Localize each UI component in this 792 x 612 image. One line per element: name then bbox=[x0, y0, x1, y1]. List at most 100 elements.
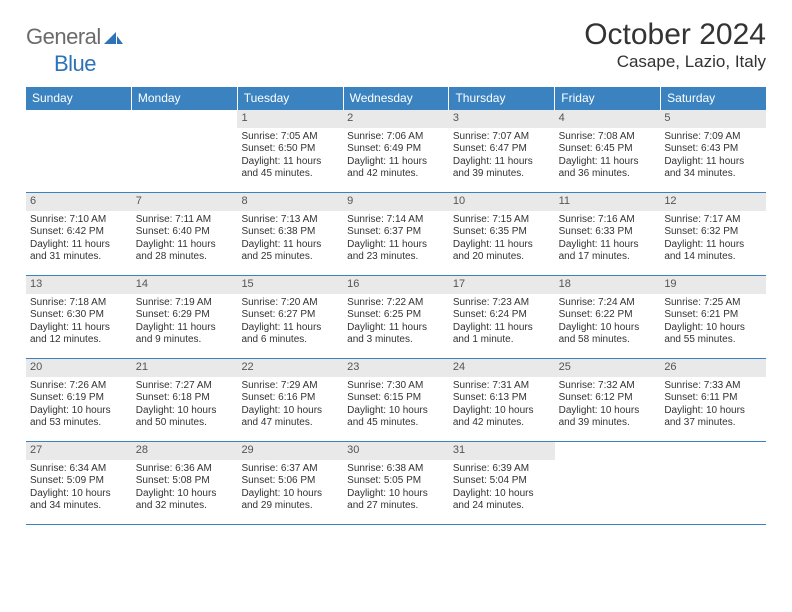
day-detail: and 39 minutes. bbox=[559, 417, 657, 430]
day-detail: Daylight: 11 hours bbox=[559, 156, 657, 169]
day-detail: Daylight: 10 hours bbox=[347, 405, 445, 418]
day-number: 13 bbox=[26, 276, 132, 294]
day-detail: Sunrise: 7:25 AM bbox=[664, 297, 762, 310]
day-detail: and 25 minutes. bbox=[241, 251, 339, 264]
day-cell: 4 Sunrise: 7:08 AMSunset: 6:45 PMDaylight… bbox=[555, 110, 661, 192]
day-detail: and 23 minutes. bbox=[347, 251, 445, 264]
day-detail: Daylight: 11 hours bbox=[136, 322, 234, 335]
day-cell: 9Sunrise: 7:14 AMSunset: 6:37 PMDaylight… bbox=[343, 193, 449, 275]
day-cell: 26Sunrise: 7:33 AMSunset: 6:11 PMDayligh… bbox=[660, 359, 766, 441]
day-detail: and 31 minutes. bbox=[30, 251, 128, 264]
day-detail: Daylight: 11 hours bbox=[30, 239, 128, 252]
day-detail: Sunset: 5:08 PM bbox=[136, 475, 234, 488]
day-detail: Sunrise: 7:07 AM bbox=[453, 131, 551, 144]
day-cell: . bbox=[555, 442, 661, 524]
day-detail: Sunset: 6:45 PM bbox=[559, 143, 657, 156]
day-detail: Sunrise: 7:22 AM bbox=[347, 297, 445, 310]
day-detail: Sunrise: 6:36 AM bbox=[136, 463, 234, 476]
day-detail: Sunrise: 7:11 AM bbox=[136, 214, 234, 227]
day-number: 3 bbox=[449, 110, 555, 128]
day-detail: Sunrise: 6:39 AM bbox=[453, 463, 551, 476]
day-detail: Sunrise: 7:32 AM bbox=[559, 380, 657, 393]
day-cell: 7Sunrise: 7:11 AMSunset: 6:40 PMDaylight… bbox=[132, 193, 238, 275]
day-detail: Sunset: 6:21 PM bbox=[664, 309, 762, 322]
day-header: Monday bbox=[132, 87, 238, 110]
day-detail: and 28 minutes. bbox=[136, 251, 234, 264]
day-detail: and 32 minutes. bbox=[136, 500, 234, 513]
week-row: 20Sunrise: 7:26 AMSunset: 6:19 PMDayligh… bbox=[26, 359, 766, 442]
day-detail: Sunrise: 7:24 AM bbox=[559, 297, 657, 310]
week-row: 6Sunrise: 7:10 AMSunset: 6:42 PMDaylight… bbox=[26, 193, 766, 276]
day-detail: Daylight: 10 hours bbox=[136, 488, 234, 501]
day-detail: and 9 minutes. bbox=[136, 334, 234, 347]
day-detail: Daylight: 11 hours bbox=[453, 239, 551, 252]
day-cell: 29Sunrise: 6:37 AMSunset: 5:06 PMDayligh… bbox=[237, 442, 343, 524]
day-detail: Sunset: 6:32 PM bbox=[664, 226, 762, 239]
day-cell: 25Sunrise: 7:32 AMSunset: 6:12 PMDayligh… bbox=[555, 359, 661, 441]
week-row: 27Sunrise: 6:34 AMSunset: 5:09 PMDayligh… bbox=[26, 442, 766, 525]
day-detail: Sunset: 6:30 PM bbox=[30, 309, 128, 322]
day-number: 18 bbox=[555, 276, 661, 294]
day-number: 10 bbox=[449, 193, 555, 211]
day-detail: Sunset: 6:43 PM bbox=[664, 143, 762, 156]
day-detail: Daylight: 10 hours bbox=[664, 322, 762, 335]
day-header: Friday bbox=[555, 87, 661, 110]
day-number: 28 bbox=[132, 442, 238, 460]
day-detail: Sunset: 6:49 PM bbox=[347, 143, 445, 156]
day-detail: Sunset: 5:06 PM bbox=[241, 475, 339, 488]
day-detail: Sunset: 6:11 PM bbox=[664, 392, 762, 405]
day-cell: 17Sunrise: 7:23 AMSunset: 6:24 PMDayligh… bbox=[449, 276, 555, 358]
day-number: 9 bbox=[343, 193, 449, 211]
day-number: 1 bbox=[237, 110, 343, 128]
day-detail: Daylight: 11 hours bbox=[347, 239, 445, 252]
day-detail: and 6 minutes. bbox=[241, 334, 339, 347]
day-number: 14 bbox=[132, 276, 238, 294]
day-detail: and 42 minutes. bbox=[453, 417, 551, 430]
day-cell: 30Sunrise: 6:38 AMSunset: 5:05 PMDayligh… bbox=[343, 442, 449, 524]
day-detail: Sunrise: 7:27 AM bbox=[136, 380, 234, 393]
day-detail: Daylight: 11 hours bbox=[30, 322, 128, 335]
day-detail: Sunrise: 7:30 AM bbox=[347, 380, 445, 393]
day-detail: Sunset: 6:24 PM bbox=[453, 309, 551, 322]
day-detail: Sunset: 6:47 PM bbox=[453, 143, 551, 156]
day-detail: and 42 minutes. bbox=[347, 168, 445, 181]
day-detail: and 12 minutes. bbox=[30, 334, 128, 347]
day-detail: and 50 minutes. bbox=[136, 417, 234, 430]
day-number: 16 bbox=[343, 276, 449, 294]
day-number: 4 bbox=[555, 110, 661, 128]
day-detail: and 45 minutes. bbox=[241, 168, 339, 181]
day-detail: Sunrise: 7:08 AM bbox=[559, 131, 657, 144]
day-detail: Sunset: 6:27 PM bbox=[241, 309, 339, 322]
day-number: 6 bbox=[26, 193, 132, 211]
day-detail: Daylight: 10 hours bbox=[241, 488, 339, 501]
day-detail: Daylight: 11 hours bbox=[241, 156, 339, 169]
day-cell: 19Sunrise: 7:25 AMSunset: 6:21 PMDayligh… bbox=[660, 276, 766, 358]
day-detail: Daylight: 10 hours bbox=[30, 405, 128, 418]
day-number: 24 bbox=[449, 359, 555, 377]
day-detail: and 53 minutes. bbox=[30, 417, 128, 430]
day-number: 23 bbox=[343, 359, 449, 377]
day-detail: Sunset: 5:04 PM bbox=[453, 475, 551, 488]
day-detail: Sunrise: 7:17 AM bbox=[664, 214, 762, 227]
day-detail: Sunrise: 7:06 AM bbox=[347, 131, 445, 144]
day-detail: Daylight: 11 hours bbox=[664, 239, 762, 252]
day-detail: Sunrise: 7:13 AM bbox=[241, 214, 339, 227]
day-cell: 11Sunrise: 7:16 AMSunset: 6:33 PMDayligh… bbox=[555, 193, 661, 275]
day-detail: Sunrise: 7:29 AM bbox=[241, 380, 339, 393]
day-cell: 3Sunrise: 7:07 AMSunset: 6:47 PMDaylight… bbox=[449, 110, 555, 192]
day-number: 26 bbox=[660, 359, 766, 377]
day-detail: Sunrise: 7:23 AM bbox=[453, 297, 551, 310]
day-detail: and 20 minutes. bbox=[453, 251, 551, 264]
day-detail: Sunrise: 7:19 AM bbox=[136, 297, 234, 310]
day-detail: Sunset: 6:37 PM bbox=[347, 226, 445, 239]
day-cell: 22Sunrise: 7:29 AMSunset: 6:16 PMDayligh… bbox=[237, 359, 343, 441]
day-detail: Daylight: 10 hours bbox=[347, 488, 445, 501]
day-detail: and 39 minutes. bbox=[453, 168, 551, 181]
day-cell: 28 Sunrise: 6:36 AMSunset: 5:08 PMDayligh… bbox=[132, 442, 238, 524]
title-block: October 2024 Casape, Lazio, Italy bbox=[584, 18, 766, 72]
day-detail: Daylight: 11 hours bbox=[241, 322, 339, 335]
day-detail: Sunrise: 6:37 AM bbox=[241, 463, 339, 476]
day-detail: and 34 minutes. bbox=[664, 168, 762, 181]
day-cell: 16Sunrise: 7:22 AMSunset: 6:25 PMDayligh… bbox=[343, 276, 449, 358]
day-detail: and 37 minutes. bbox=[664, 417, 762, 430]
